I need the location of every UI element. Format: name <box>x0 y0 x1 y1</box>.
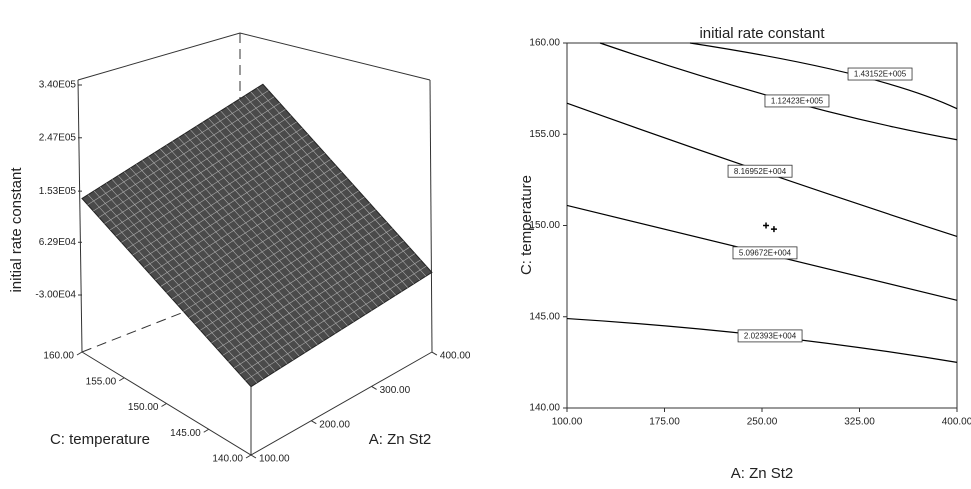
z-tick-label: 2.47E05 <box>39 132 77 143</box>
z-tick-label: -3.00E04 <box>35 290 76 301</box>
contour-label: 1.12423E+005 <box>771 97 824 106</box>
contour-label-box <box>764 94 830 108</box>
design-point <box>763 222 770 229</box>
y-tick-label: 150.00 <box>529 220 560 231</box>
y-tick-label: 160.00 <box>43 351 74 362</box>
surface-mesh <box>87 90 269 206</box>
y-tick <box>76 351 83 356</box>
surface-mesh <box>110 115 292 231</box>
contour-label-box <box>847 67 913 81</box>
contour-label: 5.09672E+004 <box>739 248 792 257</box>
surface-mesh <box>98 102 280 218</box>
surface-mesh <box>250 91 421 281</box>
box-edge <box>77 79 83 353</box>
contour-label-box <box>727 164 793 178</box>
x-tick-label: 100.00 <box>552 417 583 428</box>
x-tick-label: 100.00 <box>259 454 290 465</box>
contour-label: 1.43152E+005 <box>854 70 907 79</box>
y-tick-label: 145.00 <box>529 311 560 322</box>
y-tick-label: 160.00 <box>529 38 560 49</box>
y-tick-label: 145.00 <box>170 428 201 439</box>
x-tick-label: 250.00 <box>747 417 778 428</box>
z-tick-label: 6.29E04 <box>39 237 77 248</box>
y-tick-label: 155.00 <box>529 129 560 140</box>
y-tick-label: 140.00 <box>212 454 243 465</box>
x-axis-label: A: Zn St2 <box>731 465 794 482</box>
x-tick <box>311 420 317 425</box>
box-edge <box>429 79 433 353</box>
y-tick <box>118 377 125 382</box>
box-edge <box>77 32 431 81</box>
x-tick-label: 200.00 <box>319 419 350 430</box>
surface-mesh <box>256 87 427 277</box>
y-axis-label: C: temperature <box>50 431 150 448</box>
design-point <box>770 226 777 233</box>
contour-label-box <box>732 246 798 260</box>
y-tick <box>161 403 167 407</box>
contour-line <box>599 42 958 141</box>
x-tick-label: 325.00 <box>844 417 875 428</box>
x-tick-label: 400.00 <box>440 351 471 362</box>
y-axis-label: C: temperature <box>518 175 535 275</box>
x-tick-label: 175.00 <box>649 417 680 428</box>
contour-label-box <box>737 329 803 343</box>
x-tick <box>431 351 438 356</box>
z-axis-label: initial rate constant <box>8 167 25 293</box>
y-tick-label: 150.00 <box>128 402 159 413</box>
y-tick-label: 140.00 <box>529 403 560 414</box>
x-tick-label: 400.00 <box>942 417 971 428</box>
y-tick-label: 155.00 <box>86 376 117 387</box>
y-tick <box>245 454 252 459</box>
x-tick <box>250 454 257 459</box>
x-tick <box>371 385 377 390</box>
box-edge <box>81 289 241 353</box>
surface-mesh <box>93 96 275 212</box>
z-tick-label: 1.53E05 <box>39 186 77 197</box>
x-tick-label: 300.00 <box>380 385 411 396</box>
contour-label: 8.16952E+004 <box>734 167 787 176</box>
surface-mesh <box>244 95 415 285</box>
surface-mesh <box>238 99 409 288</box>
x-axis-label: A: Zn St2 <box>369 431 432 448</box>
chart-title: initial rate constant <box>699 25 825 42</box>
y-tick <box>203 428 210 433</box>
contour-label: 2.02393E+004 <box>744 332 797 341</box>
z-tick-label: 3.40E05 <box>39 80 77 91</box>
surface-mesh <box>104 109 286 224</box>
